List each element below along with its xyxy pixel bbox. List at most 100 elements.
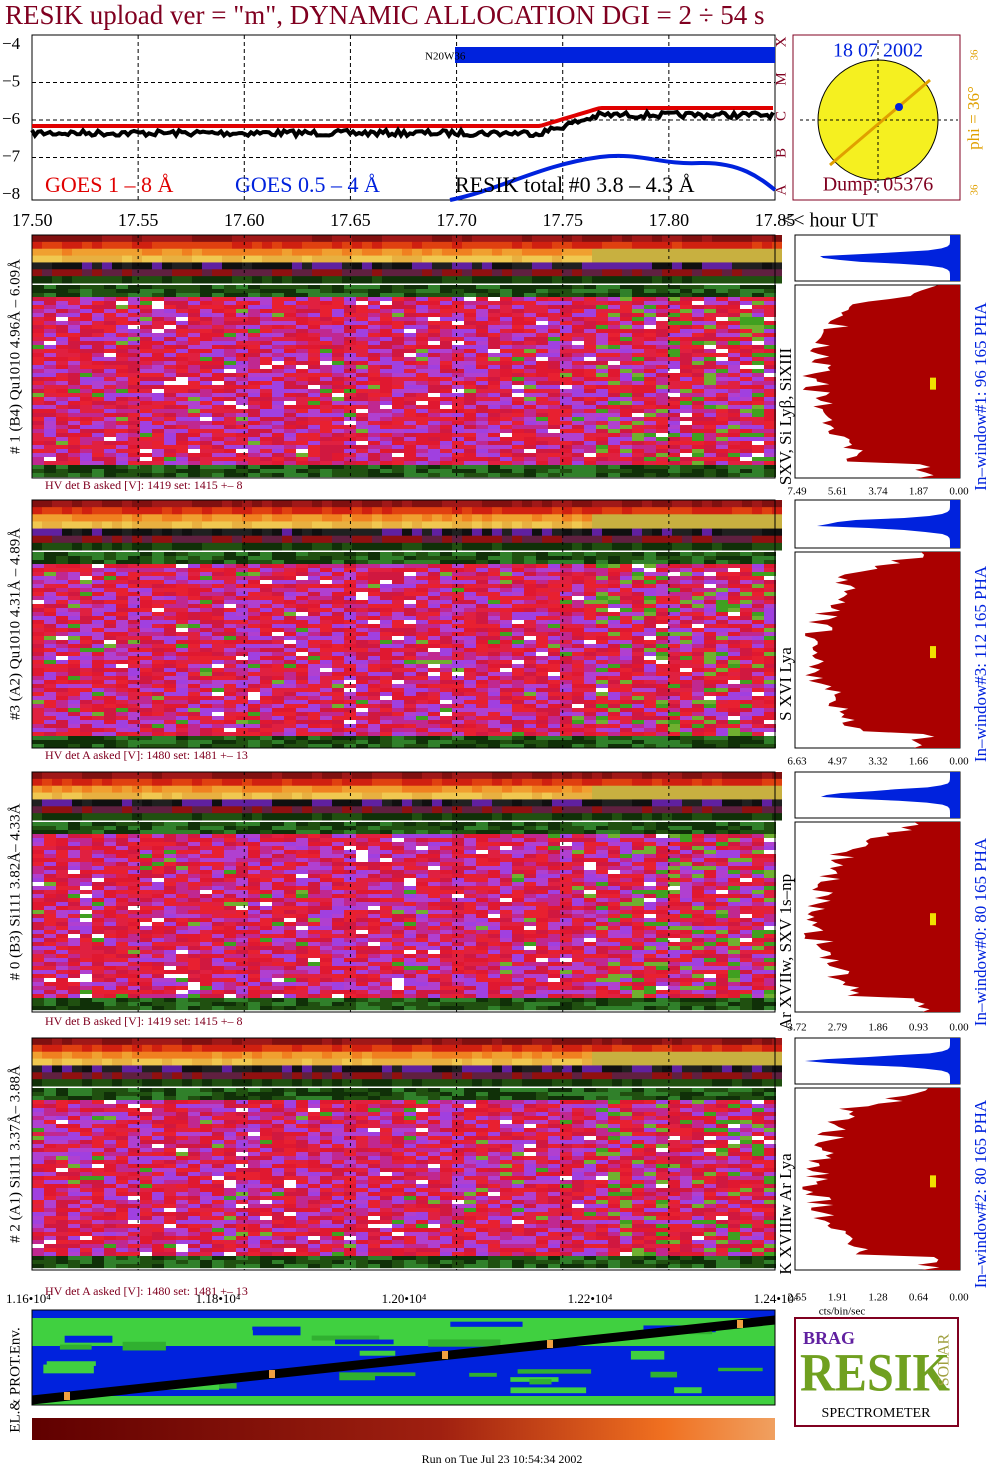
spectrum-cell [212, 535, 222, 544]
spectrum-cell [712, 535, 722, 544]
spectrum-cell [222, 269, 232, 277]
spectrum-cell [104, 329, 116, 334]
spectrum-cell [416, 297, 428, 302]
spectrum-cell [428, 357, 440, 362]
spectrum-cell [392, 564, 404, 569]
spectrum-cell [392, 600, 404, 605]
spectrum-cell [416, 421, 428, 426]
spectrum-cell [176, 389, 188, 394]
spectrum-cell [104, 588, 116, 593]
spectrum-cell [692, 262, 702, 270]
spectrum-cell [432, 241, 442, 250]
spectrum-cell [322, 521, 332, 530]
spectrum-cell [432, 500, 442, 508]
spectrum-cell [272, 389, 284, 394]
spectrum-cell [56, 333, 68, 338]
spectrum-cell [52, 535, 62, 544]
spectrum-cell [548, 353, 560, 358]
spectrum-cell [104, 401, 116, 406]
spectrum-cell [320, 397, 332, 402]
spectrum-cell [236, 556, 248, 561]
spectrum-cell [536, 572, 548, 577]
spectrum-cell [368, 349, 380, 354]
spectrum-cell [608, 293, 620, 298]
spectrum-cell [404, 556, 416, 561]
spectrum-cell [248, 289, 260, 294]
spectrum-cell [596, 349, 608, 354]
spectrum-cell [332, 269, 342, 277]
spectrum-cell [284, 329, 296, 334]
spectrum-cell [608, 297, 620, 302]
spectrum-cell [440, 309, 452, 314]
spectrum-cell [372, 262, 382, 270]
spectrum-cell [656, 393, 668, 398]
spectrum-cell [476, 325, 488, 330]
spectrum-cell [668, 381, 680, 386]
spectrum-cell [452, 445, 464, 450]
spectrum-cell [532, 528, 542, 537]
spectrum-cell [312, 276, 322, 284]
spectrum-cell [284, 389, 296, 394]
spectrum-cell [428, 393, 440, 398]
spectrum-cell [344, 600, 356, 605]
spectrum-cell [764, 564, 776, 569]
spectrum-cell [452, 429, 464, 434]
spectrum-cell [416, 417, 428, 422]
spectrum-cell [332, 365, 344, 370]
spectrum-cell [344, 369, 356, 374]
spectrum-cell [164, 425, 176, 430]
spectrum-cell [382, 528, 392, 537]
spectrum-cell [656, 576, 668, 581]
spectrum-cell [232, 255, 242, 263]
spectrum-cell [322, 269, 332, 277]
spectrum-cell [128, 608, 140, 613]
spectrum-cell [524, 604, 536, 609]
spectrum-cell [222, 235, 232, 243]
spectrum-cell [104, 453, 116, 458]
spectrum-cell [464, 560, 476, 565]
spectrum-cell [116, 337, 128, 342]
spectrum-cell [584, 588, 596, 593]
spectrum-cell [404, 592, 416, 597]
spectrum-cell [164, 457, 176, 462]
spectrum-cell [32, 317, 44, 322]
spectrum-cell [392, 255, 402, 263]
spectrum-cell [380, 365, 392, 370]
spectrum-cell [356, 552, 368, 557]
spectrum-cell [92, 285, 104, 290]
spectrum-cell [428, 389, 440, 394]
spectrum-cell [272, 248, 282, 257]
spectrum-cell [140, 385, 152, 390]
spectrum-cell [536, 425, 548, 430]
spectrum-cell [212, 507, 222, 515]
spectrum-cell [92, 535, 102, 544]
spectrum-cell [32, 457, 44, 462]
spectrum-cell [164, 309, 176, 314]
spectrum-cell [102, 507, 112, 515]
spectrum-cell [512, 564, 524, 569]
spectrum-cell [632, 397, 644, 402]
spectrum-cell [224, 457, 236, 462]
spectrum-cell [92, 301, 104, 306]
spectrum-cell [212, 409, 224, 414]
spectrum-cell [692, 437, 704, 442]
spectrum-cell [56, 469, 68, 474]
spectrum-cell [176, 297, 188, 302]
spectrum-cell [532, 535, 542, 544]
spectrum-cell [452, 413, 464, 418]
spectrum-cell [764, 596, 776, 601]
spectrum-cell [272, 365, 284, 370]
spectrum-cell [372, 500, 382, 508]
spectrum-cell [452, 473, 464, 478]
spectrum-cell [368, 337, 380, 342]
spectrum-cell [252, 255, 262, 263]
spectrum-cell [128, 457, 140, 462]
spectrum-cell [488, 556, 500, 561]
spectrum-cell [644, 592, 656, 597]
spectrum-cell [320, 345, 332, 350]
spectrum-cell [128, 433, 140, 438]
spectrum-cell [764, 437, 776, 442]
spectrum-cell [320, 556, 332, 561]
spectrum-cell [488, 473, 500, 478]
spectrum-cell [440, 313, 452, 318]
